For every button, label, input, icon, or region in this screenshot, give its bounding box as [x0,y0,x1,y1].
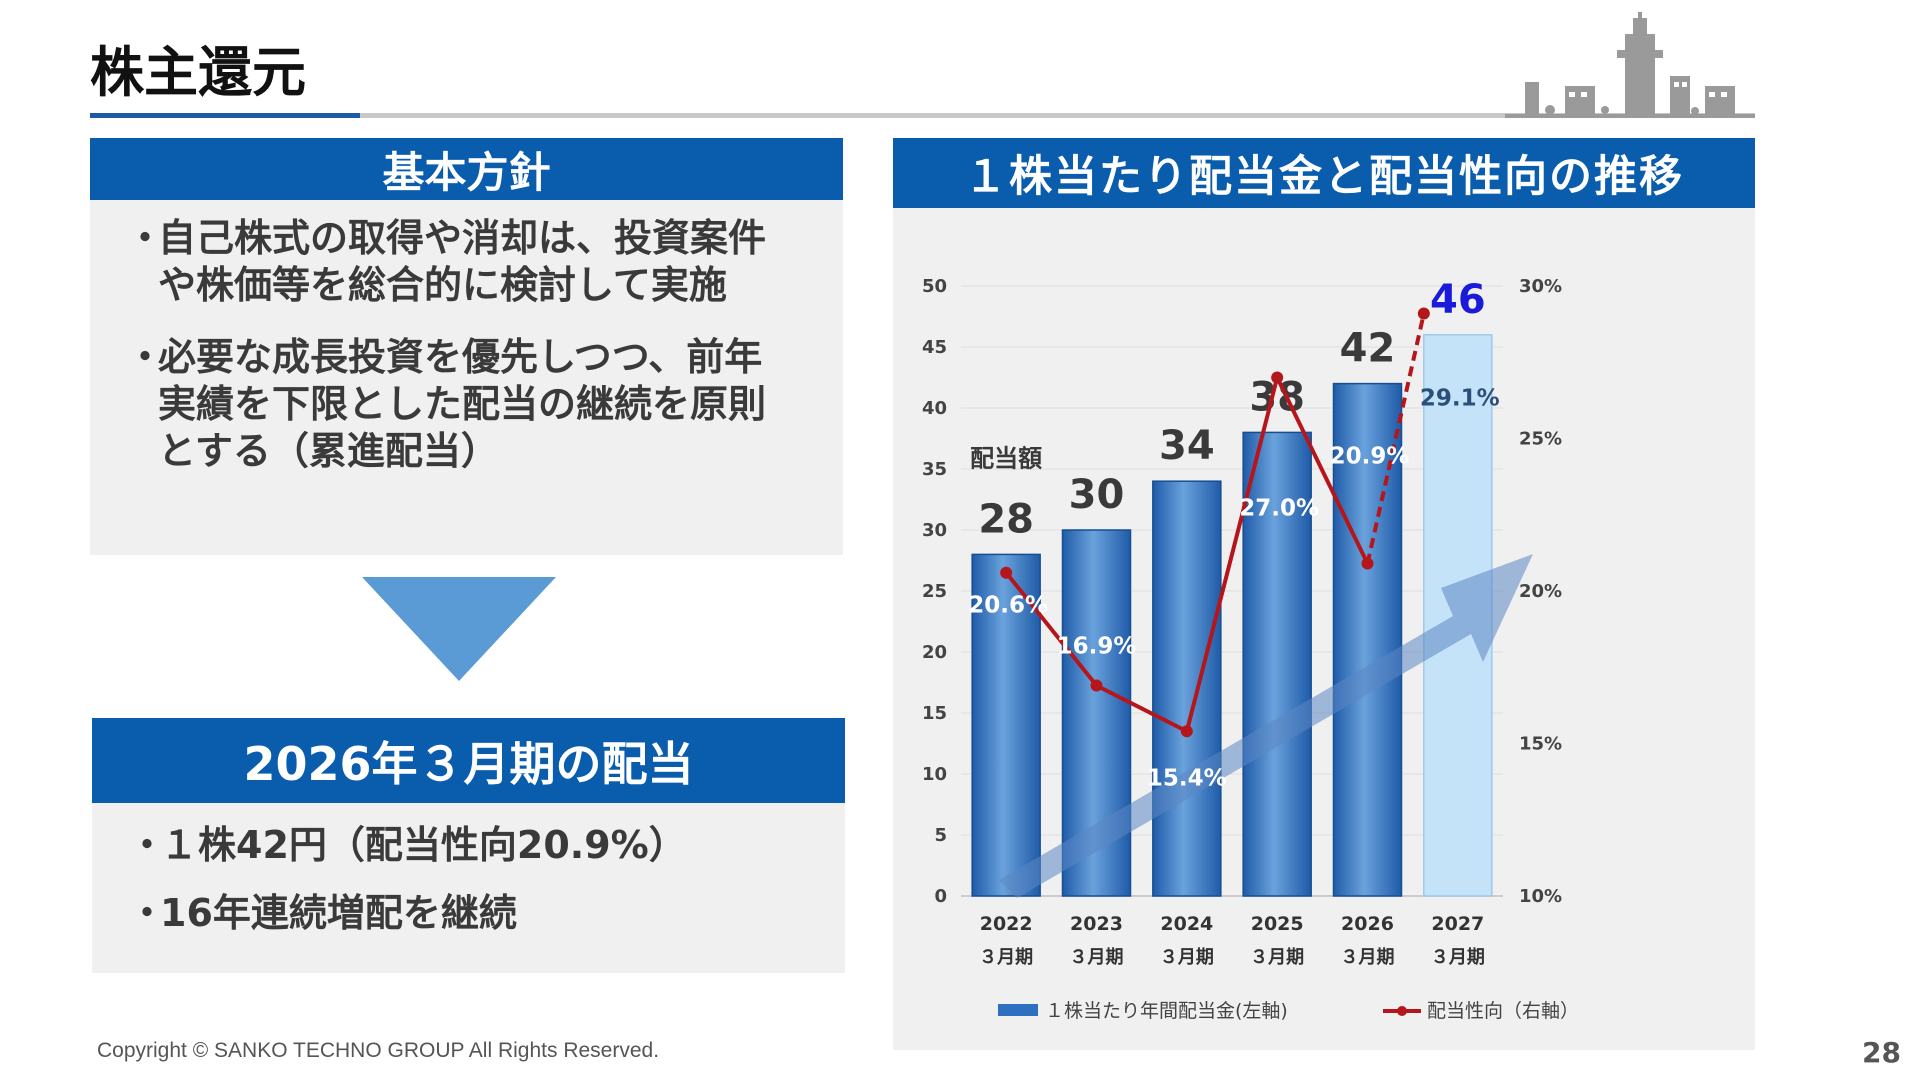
payout-point [1000,566,1013,579]
x-tick-sublabel: ３月期 [1341,947,1395,968]
dividend-panel: ・ １株42円（配当性向20.9%） ・ 16年連続増配を継続 [92,803,845,973]
bar-value-label: 42 [1340,326,1396,372]
bullet-mark: ・ [128,823,167,867]
dividend-bullet: ・ 16年連続増配を継続 [122,889,815,937]
payout-value-label: 27.0% [1239,496,1319,522]
x-tick-label: 2023 [1070,913,1123,935]
chart-heading: １株当たり配当金と配当性向の推移 [893,138,1755,208]
policy-bullet: ・ 自己株式の取得や消却は、投資案件 や株価等を総合的に検討して実施 [120,215,813,309]
x-tick-sublabel: ３月期 [1160,947,1214,968]
dividend-bullet: ・ １株42円（配当性向20.9%） [122,821,815,869]
bullet-line: 必要な成長投資を優先しつつ、前年 [158,335,763,379]
bullet-line: や株価等を総合的に検討して実施 [158,263,727,307]
page-title: 株主還元 [90,41,306,104]
bar-value-label: 28 [978,496,1034,542]
y-left-tick-label: 50 [922,276,947,297]
city-skyline-icon [1505,12,1755,118]
page-number: 28 [1862,1036,1901,1069]
bullet-mark: ・ [126,216,165,260]
payout-line-forecast [1365,313,1426,564]
y-left-tick-label: 20 [922,642,947,663]
payout-value-label: 20.9% [1330,444,1410,470]
y-right-tick-label: 25% [1519,429,1562,450]
bar-annotation: 配当額 [970,444,1042,472]
bullet-line: 実績を下限とした配当の継続を原則 [158,382,767,426]
bullet-line: とする（累進配当） [158,429,499,473]
y-left-tick-label: 25 [922,581,947,602]
bullet-mark: ・ [126,335,165,379]
payout-value-label: 29.1% [1420,385,1500,411]
y-left-tick-label: 45 [922,337,947,358]
bar-value-label: 46 [1430,277,1486,323]
policy-heading: 基本方針 [90,138,843,200]
payout-point [1417,307,1430,320]
dividend-chart: 0510152025303540455010%15%20%25%30%28303… [922,276,1579,1022]
x-tick-sublabel: ３月期 [1431,947,1485,968]
x-tick-sublabel: ３月期 [979,947,1033,968]
legend-line-marker [1397,1006,1407,1016]
legend-bar-label: １株当たり年間配当金(左軸) [1045,1000,1288,1022]
bar-value-label: 30 [1069,472,1125,518]
policy-bullet: ・ 必要な成長投資を優先しつつ、前年 実績を下限とした配当の継続を原則 とする（… [120,334,813,475]
y-left-tick-label: 40 [922,398,947,419]
policy-panel: ・ 自己株式の取得や消却は、投資案件 や株価等を総合的に検討して実施 ・ 必要な… [90,200,843,555]
bullet-text: 16年連続増配を継続 [160,891,517,935]
trend-arrow-icon [999,554,1533,898]
bar [971,553,1041,897]
bar [1242,431,1312,897]
copyright-text: Copyright © SANKO TECHNO GROUP All Right… [97,1039,660,1062]
y-left-tick-label: 30 [922,520,947,541]
y-right-tick-label: 15% [1519,734,1562,755]
x-tick-label: 2025 [1251,913,1304,935]
y-left-tick-label: 10 [922,764,947,785]
legend-line-label: 配当性向（右軸） [1427,1000,1579,1022]
title-divider-accent [90,113,360,118]
bullet-line: 自己株式の取得や消却は、投資案件 [158,216,767,260]
y-left-tick-label: 35 [922,459,947,480]
y-right-tick-label: 30% [1519,276,1562,297]
bullet-mark: ・ [128,891,167,935]
dividend-heading: 2026年３月期の配当 [92,718,845,803]
payout-value-label: 20.6% [968,593,1048,619]
y-left-tick-label: 5 [934,825,947,846]
x-tick-sublabel: ３月期 [1250,947,1304,968]
bar [1152,480,1222,897]
legend-bar-swatch [998,1004,1038,1016]
payout-point [1090,679,1103,692]
payout-value-label: 16.9% [1057,634,1137,660]
payout-point [1180,725,1193,738]
y-right-tick-label: 20% [1519,581,1562,602]
x-tick-label: 2022 [980,913,1033,935]
title-divider [90,113,1755,118]
x-tick-label: 2024 [1160,913,1213,935]
bullet-text: １株42円（配当性向20.9%） [160,823,687,867]
payout-value-label: 15.4% [1147,765,1227,791]
payout-point [1361,557,1374,570]
bar-value-label: 34 [1159,423,1215,469]
y-left-tick-label: 15 [922,703,947,724]
x-tick-label: 2027 [1431,913,1484,935]
payout-point [1271,371,1284,384]
y-right-tick-label: 10% [1519,886,1562,907]
x-tick-sublabel: ３月期 [1070,947,1124,968]
x-tick-label: 2026 [1341,913,1394,935]
down-arrow-icon [362,577,556,681]
y-left-tick-label: 0 [934,886,947,907]
